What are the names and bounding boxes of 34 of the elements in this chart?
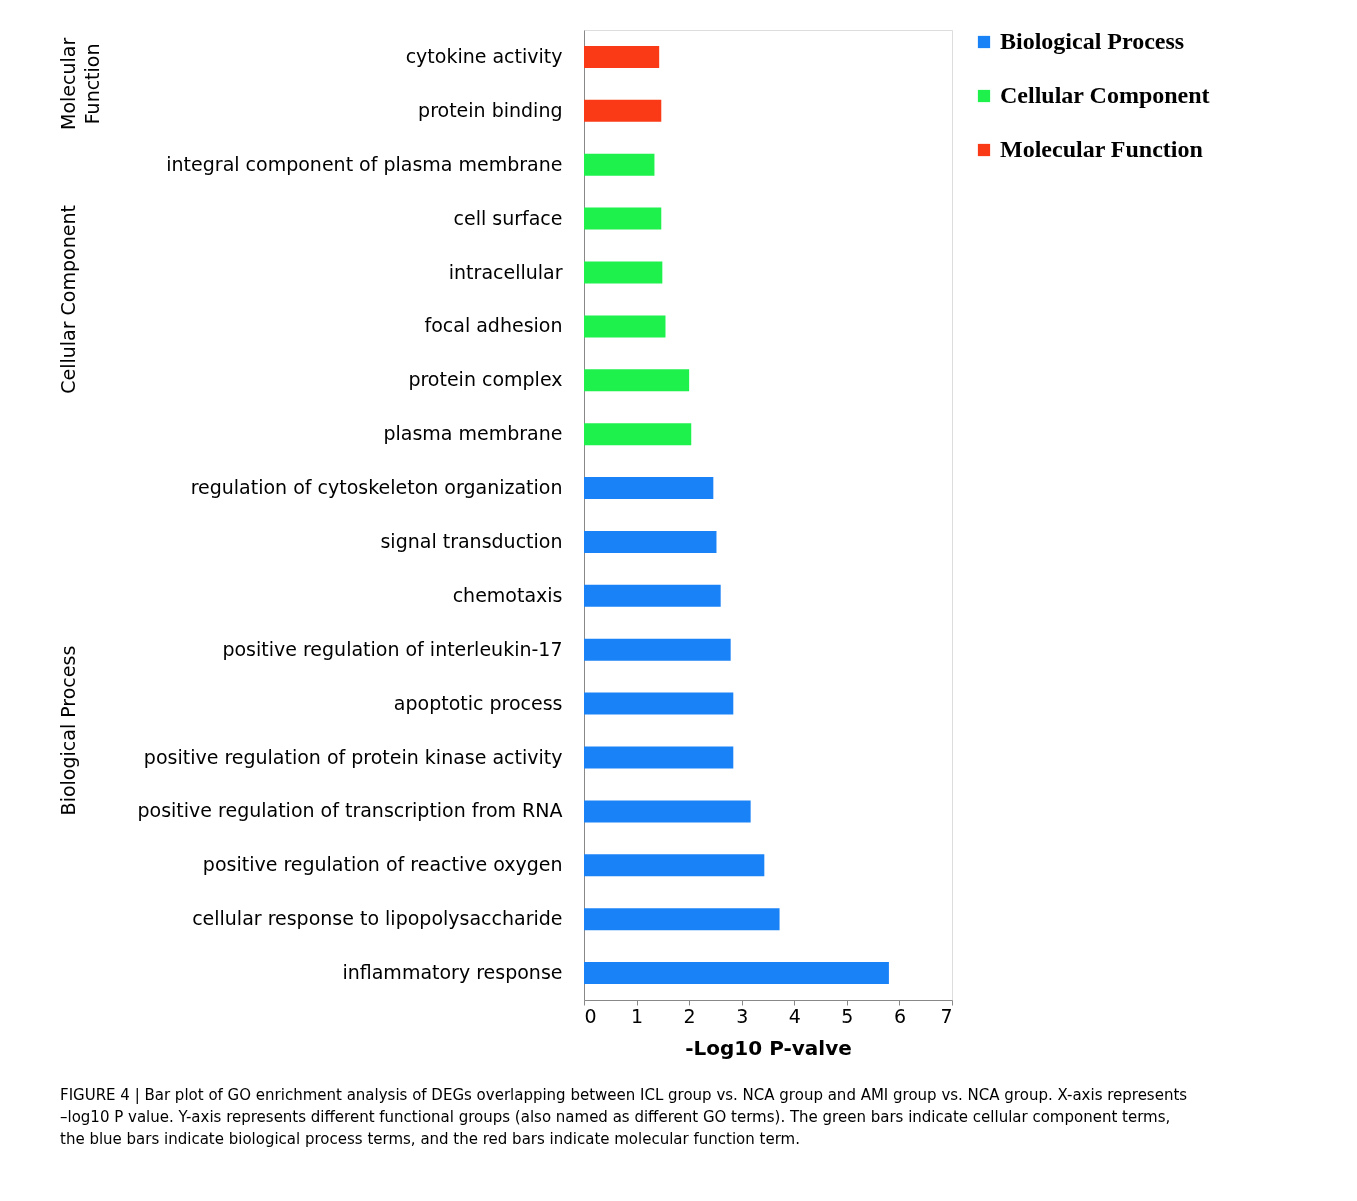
y-tick-label: protein complex xyxy=(408,368,563,391)
legend-label: Molecular Function xyxy=(1000,136,1203,162)
x-tick-label: 2 xyxy=(683,1004,696,1027)
legend-label: Cellular Component xyxy=(1000,82,1210,108)
y-tick-label: chemotaxis xyxy=(452,583,563,606)
y-tick-label: inflammatory response xyxy=(342,961,563,984)
y-tick-label: cytokine activity xyxy=(405,44,563,67)
text: FIGURE 4 | Bar plot of GO enrichment analysis of DEGs overlapping between ICL group vs. NCA group and AMI group vs. NCA group. X-axis represents –log10 P value. Y-axis represents different functional groups (also named as different GO terms). The green bars indicate cellular component terms, the blue bars indicate biological process terms, and the red bars indicate molecular function term. xyxy=(60,1086,1188,1148)
x-tick-label: 6 xyxy=(893,1004,906,1027)
legend-label: Biological Process xyxy=(1000,28,1185,54)
x-axis-title: -Log10 P-valve xyxy=(685,1035,852,1060)
y-tick-label: plasma membrane xyxy=(383,422,563,445)
y-tick-label: positive regulation of interleukin-17 xyxy=(222,637,563,660)
y-tick-label: focal adhesion xyxy=(424,314,563,337)
y-tick-label: cell surface xyxy=(453,206,563,229)
y-tick-label: protein binding xyxy=(418,98,563,121)
y-tick-label: apoptotic process xyxy=(393,691,563,714)
x-tick-label: 4 xyxy=(788,1004,801,1027)
x-tick-label: 7 xyxy=(940,1004,953,1027)
text: Cellular Component xyxy=(57,205,79,394)
x-tick-label: 3 xyxy=(736,1004,749,1027)
y-tick-label: regulation of cytoskeleton organization xyxy=(190,476,563,499)
y-tick-label: positive regulation of reactive oxygen xyxy=(202,853,563,876)
x-tick-label: 5 xyxy=(841,1004,854,1027)
text: Molecular Function xyxy=(57,37,103,130)
y-tick-label: positive regulation of protein kinase activity xyxy=(143,745,563,768)
y-tick-label: integral component of plasma membrane xyxy=(166,152,563,175)
x-tick-label: 1 xyxy=(631,1004,644,1027)
y-tick-label: positive regulation of transcription from RNA xyxy=(137,799,563,822)
y-tick-label: cellular response to lipopolysaccharide xyxy=(192,907,563,930)
text: Biological Process xyxy=(57,645,79,816)
y-tick-label: signal transduction xyxy=(380,529,563,552)
y-tick-label: intracellular xyxy=(448,260,563,283)
x-tick-label: 0 xyxy=(584,1004,597,1027)
